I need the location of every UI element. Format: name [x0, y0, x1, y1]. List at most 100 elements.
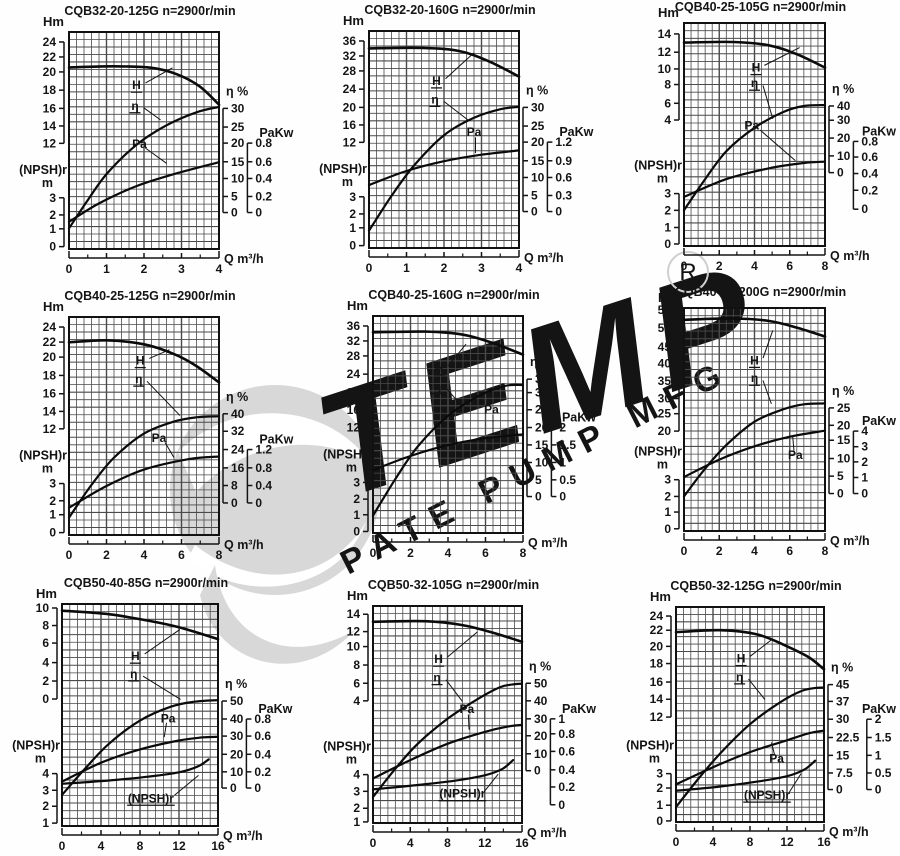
eta-axis-tick-label: 40 — [534, 694, 548, 708]
plot-border — [683, 307, 826, 532]
pa-axis-tick-label: 1.5 — [559, 438, 576, 452]
curve-label-leader — [146, 380, 181, 416]
chart-canvas-CQB40-25-200G: CQB40-25-200G n=2900r/minHm5550454035302… — [634, 285, 896, 558]
head-axis-tick-label: 18 — [650, 657, 664, 671]
curve-label-H: H — [136, 354, 145, 368]
curve-Pa — [67, 455, 221, 509]
eta-axis-tick-label: 40 — [837, 99, 851, 113]
chart-title: CQB32-20-160G n=2900r/min — [364, 3, 535, 17]
x-axis-title: Q m³/h — [224, 252, 264, 266]
pa-axis-tick-label: 1 — [875, 748, 882, 762]
pa-axis-tick-label: 0.4 — [861, 167, 878, 181]
curve-NPSH — [371, 759, 515, 791]
npsh-axis-tick-label: 2 — [349, 207, 356, 221]
head-axis-tick-label: 16 — [347, 403, 361, 417]
curve-label-H: H — [752, 61, 761, 75]
npsh-axis-tick-label: 3 — [656, 767, 663, 781]
head-axis-tick-label: 10 — [36, 601, 50, 615]
pa-axis-tick-label: 0.4 — [254, 747, 271, 761]
eta-axis-tick-label: 15 — [836, 748, 850, 762]
eta-axis-tick-label: 30 — [837, 113, 851, 127]
chart-canvas-CQB40-25-160G: CQB40-25-160G n=2900r/minHm3632282420161… — [323, 288, 596, 560]
eta-axis-tick-label: 15 — [231, 155, 245, 169]
chart-title: CQB50-32-125G n=2900r/min — [670, 579, 841, 593]
head-axis-tick-label: 12 — [658, 45, 672, 59]
x-tick-label: 2 — [716, 259, 723, 273]
curve-label-leader — [445, 52, 475, 80]
curve-label-η: η — [751, 371, 758, 385]
head-axis-tick-label: 22 — [43, 335, 57, 349]
pa-axis-tick-label: 0.6 — [861, 150, 878, 164]
npsh-axis-title: (NPSH)r — [12, 739, 60, 753]
pa-axis-tick-label: 0.4 — [558, 763, 575, 777]
x-tick-label: 6 — [786, 259, 793, 273]
pa-axis-tick-label: 2 — [875, 712, 882, 726]
x-axis-title: Q m³/h — [830, 534, 870, 548]
x-tick-label: 0 — [370, 546, 377, 560]
curve-label-leader — [788, 773, 802, 793]
head-axis-tick-label: 24 — [343, 82, 357, 96]
npsh-axis-tick-label: 0 — [664, 237, 671, 251]
plot-border — [372, 315, 524, 534]
curve-label-leader — [759, 129, 796, 161]
x-tick-label: 6 — [482, 546, 489, 560]
npsh-axis-unit: m — [42, 462, 53, 476]
curve-eta — [60, 699, 220, 796]
chart-title: CQB40-25-160G n=2900r/min — [368, 288, 539, 302]
pa-axis-tick-label: 3 — [861, 440, 868, 454]
eta-axis-tick-label: 0 — [837, 166, 844, 180]
pa-axis-tick-label: 0.8 — [861, 134, 878, 148]
curve-label-leader — [467, 714, 470, 730]
plot-border — [61, 603, 219, 827]
curve-Pa — [371, 723, 524, 780]
npsh-axis-unit: m — [346, 753, 357, 767]
curve-eta — [371, 383, 525, 517]
curve-Pa — [682, 429, 827, 479]
head-axis-unit: Hm — [650, 589, 671, 604]
curve-NPSH — [60, 758, 210, 785]
eta-axis-tick-label: 10 — [837, 452, 851, 466]
x-tick-label: 0 — [370, 836, 377, 850]
x-tick-label: 12 — [478, 836, 492, 850]
head-axis-tick-label: 20 — [43, 350, 57, 364]
curve-Pa — [67, 161, 221, 223]
pa-axis-tick-label: 1 — [559, 455, 566, 469]
head-axis-tick-label: 16 — [43, 387, 57, 401]
plot-grid — [368, 30, 520, 249]
head-axis-tick-label: 35 — [658, 374, 672, 388]
pa-axis-tick-label: 0.9 — [555, 154, 572, 168]
eta-axis-tick-label: 10 — [531, 170, 545, 184]
chart-canvas-CQB50-32-105G: CQB50-32-105G n=2900r/minHm1412108644321… — [323, 578, 596, 850]
head-axis-tick-label: 16 — [343, 118, 357, 132]
head-axis-tick-label: 12 — [347, 420, 361, 434]
chart-canvas-CQB50-40-85G: CQB50-40-85G n=2900r/minHm10864204321(NP… — [12, 576, 293, 853]
curve-Pa — [371, 433, 525, 472]
pa-axis-tick-label: 1.2 — [555, 135, 572, 149]
eta-axis-tick-label: 0 — [534, 764, 541, 778]
eta-axis-tick-label: 5 — [531, 188, 538, 202]
npsh-axis-tick-label: 3 — [49, 477, 56, 491]
curve-label-H: H — [131, 649, 140, 663]
eta-axis-tick-label: 45 — [836, 678, 850, 692]
pa-axis-tick-label: 0.8 — [558, 727, 575, 741]
curve-label-Pa: Pa — [484, 402, 499, 416]
npsh-axis-tick-label: 1 — [664, 220, 671, 234]
curve-label-leader — [447, 343, 467, 367]
pa-axis-title: PaKw — [258, 702, 292, 716]
npsh-axis-tick-label: 0 — [349, 239, 356, 253]
curve-label-η: η — [431, 92, 438, 106]
curve-label-Pa: Pa — [467, 125, 482, 139]
curve-label-η: η — [434, 380, 441, 394]
npsh-axis-tick-label: 2 — [49, 494, 56, 508]
x-tick-label: 1 — [103, 262, 110, 276]
head-axis-unit: Hm — [343, 13, 364, 28]
eta-axis-tick-label: 30 — [836, 712, 850, 726]
curve-label-leader — [144, 629, 181, 655]
eta-axis-tick-label: 20 — [535, 421, 549, 435]
pa-axis-tick-label: 1 — [861, 470, 868, 484]
x-tick-label: 2 — [141, 262, 148, 276]
x-tick-label: 4 — [141, 548, 148, 562]
curve-label-Pa: Pa — [161, 711, 176, 725]
curve-Pa — [60, 735, 220, 783]
curve-label-leader — [145, 67, 173, 84]
